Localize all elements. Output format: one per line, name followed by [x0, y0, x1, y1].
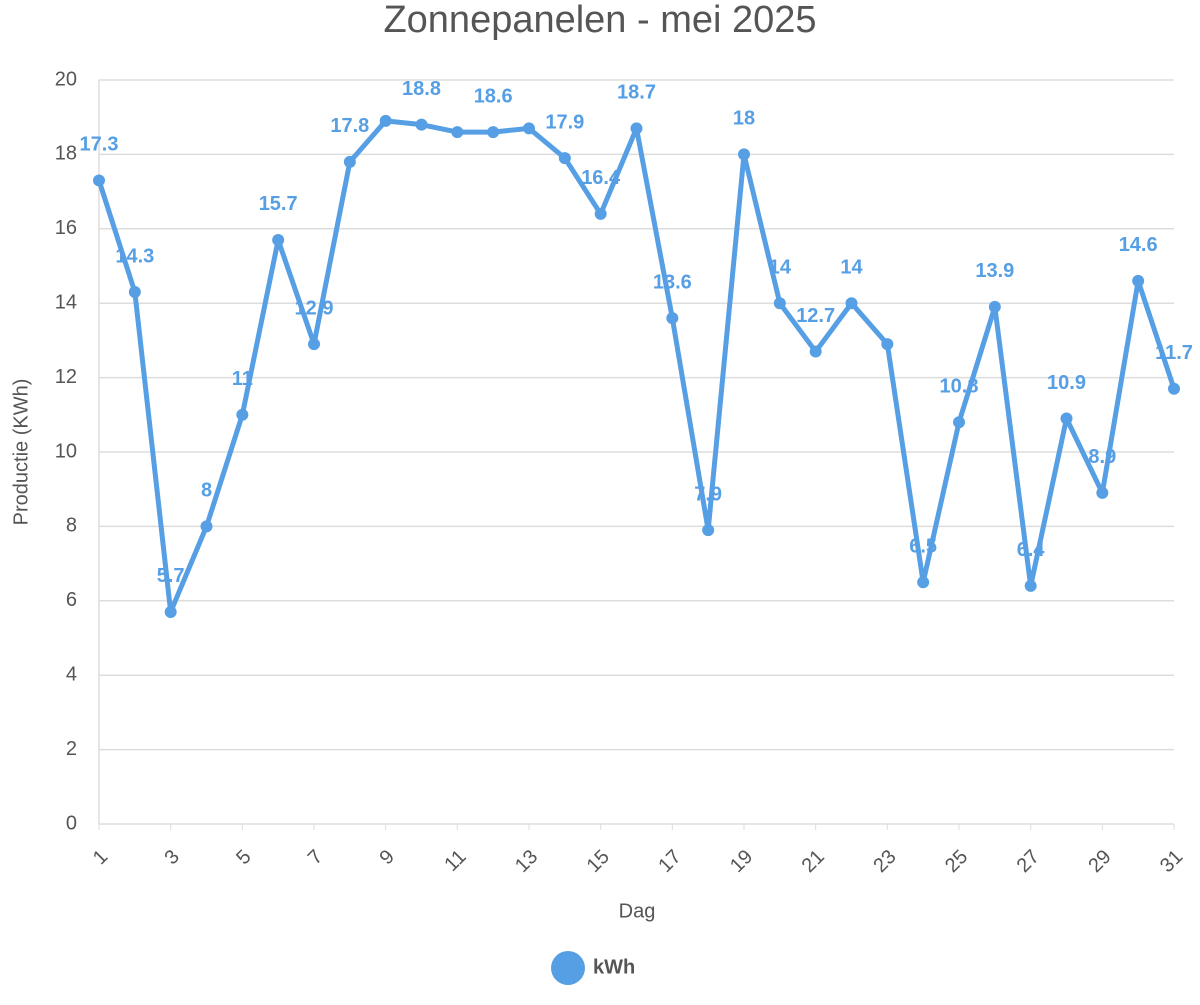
data-point [773, 297, 786, 310]
x-tick-label: 29 [1084, 846, 1115, 877]
data-point [343, 155, 356, 168]
data-label: 6.4 [1017, 539, 1046, 561]
data-label: 12.7 [796, 305, 835, 327]
data-point [236, 408, 249, 421]
x-tick-label: 23 [869, 846, 900, 877]
x-tick-label: 25 [941, 846, 972, 877]
data-point [128, 286, 141, 299]
data-label: 14.3 [115, 245, 154, 267]
y-tick-label: 0 [66, 812, 77, 834]
data-label: 8.9 [1088, 446, 1116, 468]
data-point [200, 520, 213, 533]
x-tick-label: 1 [89, 846, 112, 869]
legend-label: kWh [593, 956, 635, 978]
data-label: 15.7 [259, 193, 298, 215]
data-label: 10.8 [940, 376, 979, 398]
data-label: 17.8 [330, 115, 369, 137]
data-point [415, 118, 428, 131]
data-point [272, 233, 285, 246]
data-label: 16.4 [581, 167, 621, 189]
data-label: 5.7 [157, 565, 185, 587]
x-tick-label: 9 [376, 846, 399, 869]
data-point [702, 524, 715, 537]
x-tick-label: 31 [1156, 846, 1187, 877]
x-tick-label: 21 [798, 846, 829, 877]
data-label: 14.6 [1119, 234, 1158, 256]
data-point [164, 605, 177, 618]
y-tick-label: 10 [55, 440, 77, 462]
data-point [558, 152, 571, 165]
data-label: 13.9 [975, 260, 1014, 282]
y-tick-label: 18 [55, 143, 77, 165]
data-point [988, 300, 1001, 313]
x-tick-label: 27 [1013, 846, 1044, 877]
data-point [594, 207, 607, 220]
data-point [308, 338, 320, 351]
x-tick-label: 11 [440, 846, 470, 876]
data-label: 8 [201, 480, 212, 502]
data-label: 7.9 [694, 483, 722, 505]
y-axis-label: Productie (KWh) [10, 379, 32, 526]
data-point [379, 114, 392, 127]
data-label: 17.3 [80, 134, 119, 156]
data-point [1168, 382, 1180, 395]
y-tick-label: 8 [66, 515, 77, 537]
data-point [1060, 412, 1073, 425]
data-point [953, 416, 965, 429]
data-point [1132, 274, 1145, 287]
y-tick-label: 12 [55, 366, 77, 388]
y-tick-label: 20 [55, 68, 77, 90]
data-label: 13.6 [653, 271, 692, 293]
y-tick-label: 14 [55, 291, 77, 313]
data-label: 14 [769, 256, 792, 278]
data-point [487, 126, 500, 139]
legend-marker [551, 951, 585, 985]
x-tick-label: 13 [511, 846, 542, 877]
data-label: 10.9 [1047, 372, 1086, 394]
x-tick-label: 19 [726, 846, 757, 877]
x-tick-label: 7 [304, 846, 327, 869]
data-label: 18 [733, 108, 755, 130]
data-point [917, 576, 930, 589]
data-point [93, 174, 105, 187]
data-label: 14 [840, 256, 863, 278]
y-tick-label: 6 [66, 589, 77, 611]
x-tick-label: 17 [654, 846, 685, 877]
y-tick-label: 2 [66, 738, 77, 760]
data-label: 11.7 [1155, 342, 1193, 364]
data-point [630, 122, 643, 135]
y-tick-label: 16 [55, 217, 77, 239]
data-label: 6.5 [909, 535, 937, 557]
data-label: 17.9 [545, 111, 584, 133]
data-label: 18.8 [402, 78, 441, 100]
data-label: 11 [232, 368, 253, 390]
data-label: 18.6 [474, 85, 513, 107]
data-point [1024, 579, 1037, 592]
data-point [881, 338, 894, 351]
data-point [809, 345, 822, 358]
data-point [523, 122, 535, 135]
data-point [451, 126, 464, 139]
data-label: 12.9 [295, 297, 334, 319]
chart-title: Zonnepanelen - mei 2025 [383, 0, 816, 41]
data-label: 18.7 [617, 82, 656, 104]
x-tick-label: 15 [583, 846, 614, 877]
x-tick-label: 5 [232, 846, 255, 869]
data-point [1096, 486, 1109, 499]
x-axis-label: Dag [619, 900, 656, 922]
y-tick-label: 4 [66, 663, 77, 685]
x-tick-label: 3 [161, 846, 184, 869]
data-point [738, 148, 750, 161]
data-point [666, 312, 679, 325]
data-point [845, 297, 858, 310]
